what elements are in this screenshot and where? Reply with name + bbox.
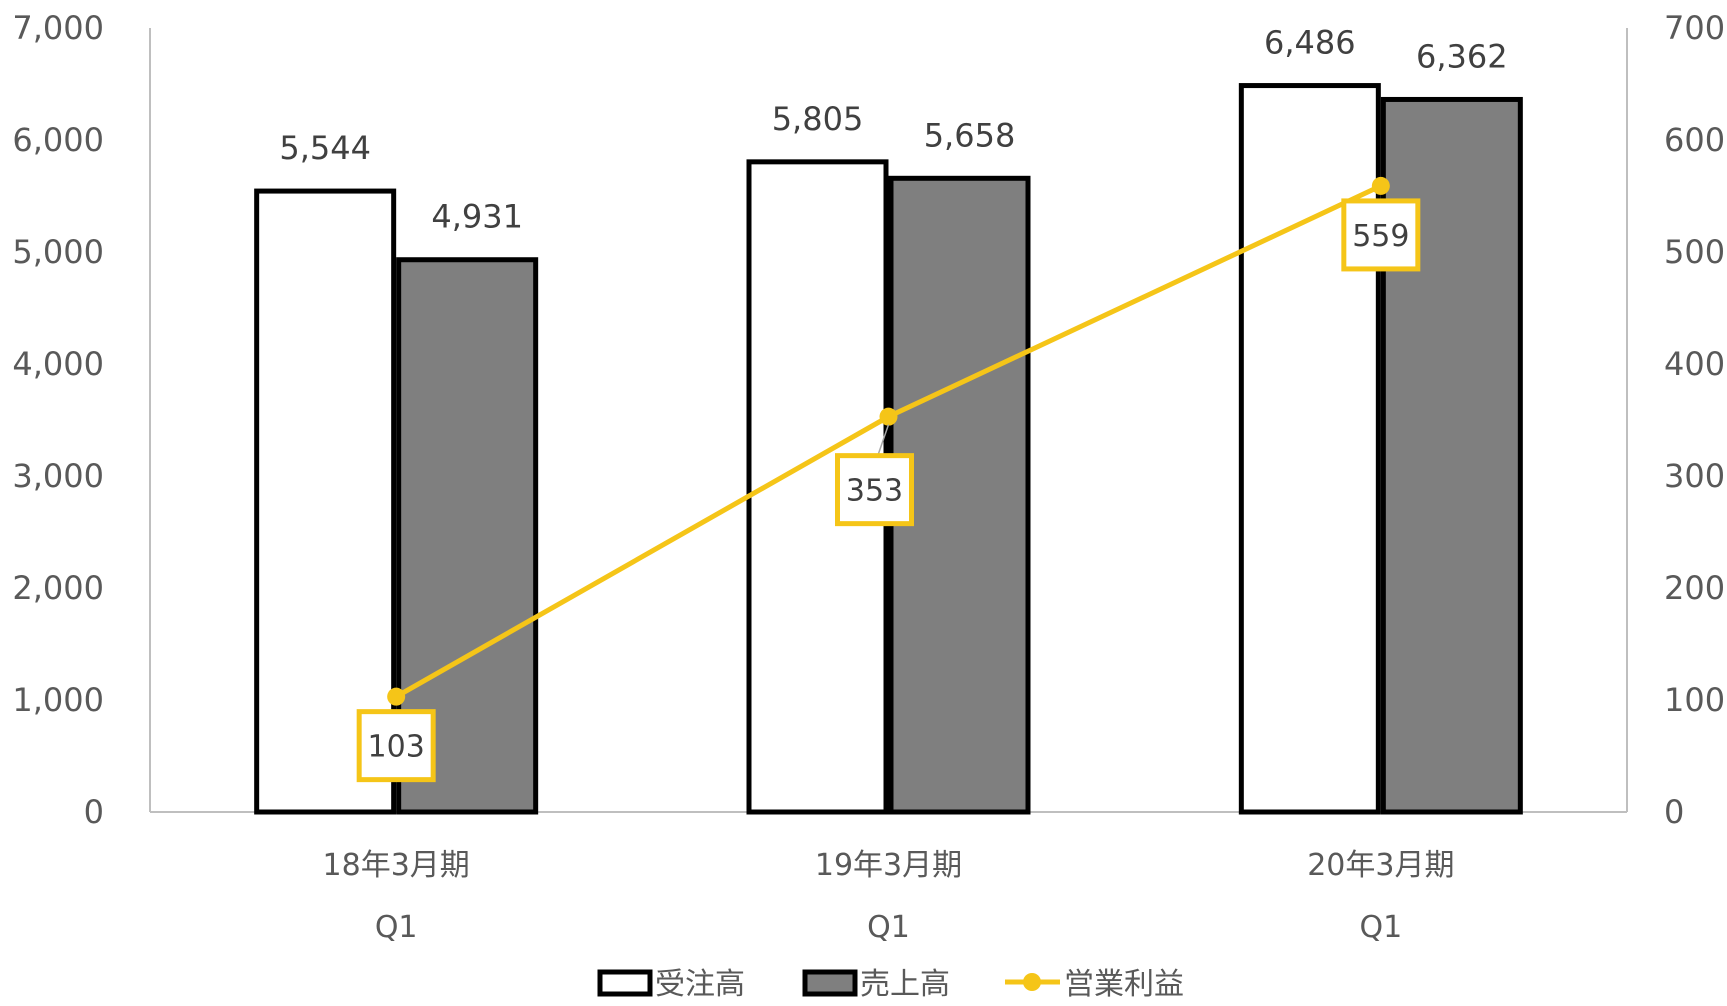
profit-label-box: [1341, 198, 1421, 272]
bar-value-label: 5,544: [279, 129, 371, 167]
profit-value-label: 103: [368, 730, 425, 765]
y-right-tick-label: 300: [1664, 457, 1725, 495]
y-left-tick-label: 0: [84, 793, 104, 831]
legend-label-orders: 受注高: [655, 967, 745, 1002]
y-left-tick-label: 6,000: [12, 121, 104, 159]
x-category-label: 18年3月期: [323, 848, 470, 883]
y-right-tick-label: 200: [1664, 569, 1725, 607]
profit-point: [879, 407, 898, 426]
x-category-sublabel: Q1: [867, 910, 910, 945]
x-category-sublabel: Q1: [375, 910, 418, 945]
y-left-tick-label: 1,000: [12, 681, 104, 719]
bar-orders: [254, 188, 397, 815]
y-right-tick-label: 700: [1664, 9, 1725, 47]
y-left-tick-label: 7,000: [12, 9, 104, 47]
y-left-tick-label: 2,000: [12, 569, 104, 607]
y-left-tick-label: 4,000: [12, 345, 104, 383]
legend-swatch-profit-marker: [1023, 973, 1041, 991]
legend: 受注高 売上高 営業利益: [597, 967, 1184, 1002]
y-right-tick-label: 100: [1664, 681, 1725, 719]
bar-value-label: 6,362: [1416, 37, 1508, 75]
bar-value-label: 6,486: [1264, 24, 1356, 62]
legend-label-profit: 営業利益: [1064, 967, 1184, 1002]
y-right-tick-label: 0: [1664, 793, 1684, 831]
y-right-tick-label: 400: [1664, 345, 1725, 383]
y-left-tick-label: 3,000: [12, 457, 104, 495]
legend-label-sales: 売上高: [860, 967, 950, 1002]
x-category-sublabel: Q1: [1359, 910, 1402, 945]
bars-layer: [254, 83, 1523, 815]
label-leader-line: [877, 424, 890, 454]
bar-value-label: 5,658: [924, 116, 1016, 154]
legend-swatch-sales: [802, 969, 858, 997]
profit-label-box: [356, 709, 436, 783]
profit-value-label: 559: [1352, 219, 1409, 254]
profit-point: [387, 687, 406, 706]
bar-value-label: 4,931: [431, 198, 523, 236]
y-right-tick-label: 600: [1664, 121, 1725, 159]
profit-point: [1371, 176, 1390, 195]
profit-label-box: [835, 453, 914, 527]
y-left-tick-label: 5,000: [12, 233, 104, 271]
line-layer: [387, 176, 1390, 706]
x-category-label: 20年3月期: [1307, 848, 1454, 883]
bar-sales: [396, 257, 539, 815]
legend-swatch-orders: [597, 969, 653, 997]
y-right-tick-label: 500: [1664, 233, 1725, 271]
labels-layer: 5,544 5,805 6,486 4,931 5,658 6,362 103 353 559: [279, 24, 1508, 783]
axes-layer: 0 1,000 2,000 3,000 4,000 5,000 6,000 7,000 0 100…: [12, 9, 1725, 945]
profit-value-label: 353: [846, 474, 903, 509]
bar-value-label: 5,805: [772, 100, 864, 138]
x-category-label: 19年3月期: [815, 848, 962, 883]
